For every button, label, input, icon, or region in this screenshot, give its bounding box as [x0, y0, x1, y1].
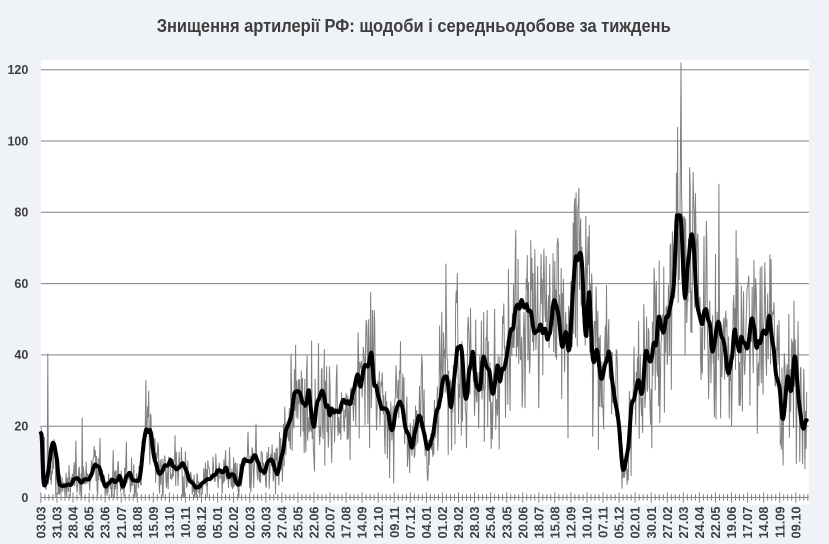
svg-text:02.01: 02.01 — [628, 507, 643, 539]
svg-text:21.07: 21.07 — [114, 507, 129, 539]
svg-text:25.05: 25.05 — [291, 507, 306, 539]
svg-text:10.10: 10.10 — [580, 507, 595, 539]
svg-text:40: 40 — [14, 348, 28, 362]
svg-text:01.02: 01.02 — [435, 507, 450, 539]
svg-text:18.07: 18.07 — [531, 507, 546, 539]
svg-text:28.03: 28.03 — [467, 507, 482, 539]
svg-text:22.05: 22.05 — [708, 507, 723, 539]
svg-text:20.06: 20.06 — [515, 507, 530, 539]
svg-text:05.01: 05.01 — [210, 507, 225, 539]
svg-text:27.04: 27.04 — [274, 506, 289, 539]
svg-text:30.01: 30.01 — [644, 507, 659, 539]
svg-text:13.10: 13.10 — [162, 507, 177, 539]
svg-text:22.06: 22.06 — [307, 507, 322, 539]
svg-text:30.03: 30.03 — [258, 507, 273, 539]
svg-text:0: 0 — [21, 491, 28, 505]
svg-text:24.04: 24.04 — [692, 506, 707, 539]
svg-text:100: 100 — [7, 134, 28, 148]
svg-text:07.12: 07.12 — [403, 507, 418, 539]
svg-text:26.05: 26.05 — [82, 507, 97, 539]
svg-text:80: 80 — [14, 206, 28, 220]
svg-text:28.04: 28.04 — [66, 506, 81, 539]
svg-text:02.03: 02.03 — [242, 507, 257, 539]
svg-text:120: 120 — [7, 63, 28, 77]
svg-text:29.02: 29.02 — [451, 507, 466, 539]
svg-text:14.08: 14.08 — [756, 507, 771, 539]
svg-text:12.09: 12.09 — [564, 507, 579, 539]
svg-text:15.08: 15.08 — [547, 507, 562, 539]
svg-text:18.08: 18.08 — [130, 507, 145, 539]
svg-text:09.10: 09.10 — [788, 507, 803, 539]
svg-text:12.10: 12.10 — [371, 507, 386, 539]
svg-text:60: 60 — [14, 277, 28, 291]
svg-text:09.11: 09.11 — [387, 507, 402, 538]
svg-text:23.06: 23.06 — [98, 507, 113, 539]
svg-text:27.02: 27.02 — [660, 507, 675, 539]
svg-text:05.12: 05.12 — [612, 507, 627, 539]
svg-text:14.09: 14.09 — [355, 507, 370, 539]
svg-text:10.11: 10.11 — [178, 507, 193, 538]
svg-text:31.03: 31.03 — [50, 507, 65, 539]
svg-text:04.01: 04.01 — [419, 507, 434, 539]
svg-text:20: 20 — [14, 420, 28, 434]
svg-text:Знищення артилерії РФ: щодоби: Знищення артилерії РФ: щодоби і середньо… — [157, 16, 671, 36]
svg-text:23.05: 23.05 — [499, 507, 514, 539]
svg-text:17.07: 17.07 — [740, 507, 755, 539]
svg-text:19.06: 19.06 — [724, 507, 739, 539]
svg-text:08.12: 08.12 — [194, 507, 209, 539]
svg-text:25.04: 25.04 — [483, 506, 498, 539]
svg-text:17.08: 17.08 — [339, 507, 354, 539]
svg-text:07.11: 07.11 — [596, 507, 611, 538]
svg-text:20.07: 20.07 — [323, 507, 338, 539]
svg-text:11.09: 11.09 — [772, 507, 787, 538]
svg-text:27.03: 27.03 — [676, 507, 691, 539]
svg-text:03.03: 03.03 — [34, 507, 49, 539]
svg-text:02.02: 02.02 — [226, 507, 241, 539]
svg-text:15.09: 15.09 — [146, 507, 161, 539]
